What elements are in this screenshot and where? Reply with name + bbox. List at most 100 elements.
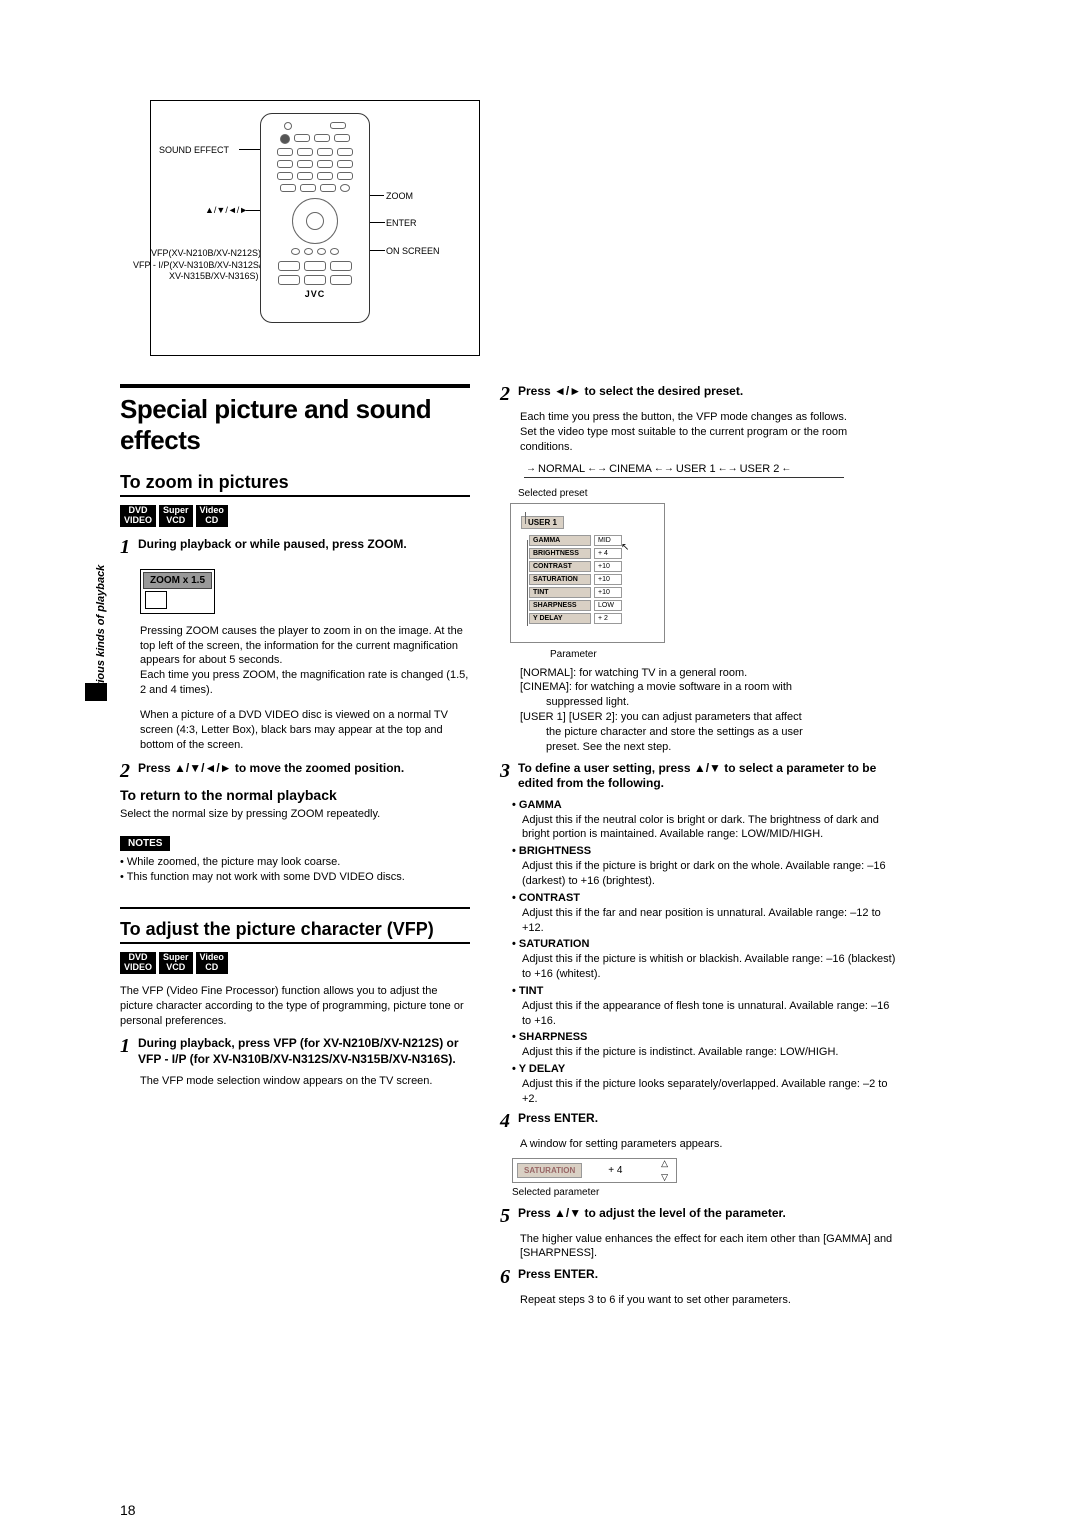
vfp-badges: DVDVIDEO SuperVCD VideoCD	[120, 952, 470, 974]
label-sound-effect: SOUND EFFECT	[159, 145, 229, 155]
main-heading: Special picture and sound effects	[120, 384, 470, 456]
zoom-para3: When a picture of a DVD VIDEO disc is vi…	[140, 708, 470, 753]
label-zoom: ZOOM	[386, 191, 413, 201]
label-vfp3: XV-N315B/XV-N316S)	[169, 271, 259, 281]
param-definitions: • GAMMAAdjust this if the neutral color …	[512, 798, 900, 1107]
r-step-5-num: 5	[500, 1206, 510, 1226]
badge-dvd: DVDVIDEO	[120, 505, 156, 527]
r-step-3-num: 3	[500, 761, 510, 792]
param-name: SHARPNESS	[529, 600, 591, 611]
mode-desc-cinema: [CINEMA]: for watching a movie software …	[520, 680, 900, 710]
preset-figure: Selected preset USER 1 GAMMAMID BRIGHTNES…	[510, 488, 900, 660]
page-content: SOUND EFFECT ▲/▼/◄/► VFP(XV-N210B/XV-N21…	[120, 100, 910, 1308]
notes-label: NOTES	[120, 836, 170, 851]
param-def-name: • BRIGHTNESS	[512, 844, 900, 859]
onscreen-title: USER 1	[521, 516, 564, 529]
r-step-6-num: 6	[500, 1267, 510, 1287]
remote-body: JVC	[260, 113, 370, 323]
param-row: SHARPNESSLOW	[529, 600, 654, 611]
param-val: LOW	[594, 600, 622, 611]
left-column: Special picture and sound effects To zoo…	[120, 384, 470, 1308]
parameter-label: Parameter	[550, 649, 900, 660]
brand-label: JVC	[261, 289, 369, 299]
param-def-desc: Adjust this if the appearance of flesh t…	[522, 999, 900, 1029]
param-val: +10	[594, 574, 622, 585]
badge-vcd: VideoCD	[196, 505, 228, 527]
zoom-frame-icon	[145, 591, 167, 609]
r-step-5a: The higher value enhances the effect for…	[520, 1232, 900, 1262]
param-def-name: • Y DELAY	[512, 1062, 900, 1077]
param-def-desc: Adjust this if the picture looks separat…	[522, 1077, 900, 1107]
page-number: 18	[120, 1502, 136, 1518]
param-def-desc: Adjust this if the picture is indistinct…	[522, 1045, 900, 1060]
param-def-desc: Adjust this if the picture is whitish or…	[522, 952, 900, 982]
r-step-2a: Each time you press the button, the VFP …	[520, 410, 900, 425]
step-2-text: Press ▲/▼/◄/► to move the zoomed positio…	[138, 761, 404, 775]
badge-vcd2: VideoCD	[196, 952, 228, 974]
adjust-box: △ SATURATION + 4 ▽	[512, 1158, 677, 1183]
param-row: Y DELAY+ 2	[529, 613, 654, 624]
vfp-step-1b: The VFP mode selection window appears on…	[140, 1074, 470, 1089]
return-heading: To return to the normal playback	[120, 787, 470, 803]
label-enter: ENTER	[386, 218, 417, 228]
note-1: • While zoomed, the picture may look coa…	[120, 855, 470, 870]
param-row: TINT+10	[529, 587, 654, 598]
adj-param-val: + 4	[608, 1165, 622, 1176]
r-step-3-text: To define a user setting, press ▲/▼ to s…	[518, 761, 876, 791]
r-step-2-text: Press ◄/► to select the desired preset.	[518, 384, 743, 398]
note-2: • This function may not work with some D…	[120, 870, 470, 885]
vfp-step-1-text: During playback, press VFP (for XV-N210B…	[138, 1036, 459, 1066]
r-step-2-num: 2	[500, 384, 510, 404]
param-val: MID	[594, 535, 622, 546]
param-def-desc: Adjust this if the neutral color is brig…	[522, 813, 900, 843]
mode-user2: USER 2	[740, 463, 780, 475]
param-def-name: • SATURATION	[512, 937, 900, 952]
label-vfp2: VFP - I/P(XV-N310B/XV-N312S/	[133, 260, 261, 270]
param-def-name: • GAMMA	[512, 798, 900, 813]
adj-below-label: Selected parameter	[512, 1187, 900, 1198]
param-def-desc: Adjust this if the far and near position…	[522, 906, 900, 936]
step-2-num: 2	[120, 761, 130, 781]
param-name: SATURATION	[529, 574, 591, 585]
param-row: CONTRAST+10	[529, 561, 654, 572]
mode-normal: NORMAL	[538, 463, 585, 475]
param-row: GAMMAMID	[529, 535, 654, 546]
vfp-step-1-num: 1	[120, 1036, 130, 1067]
step-1-text: During playback or while paused, press Z…	[138, 537, 407, 551]
label-arrows: ▲/▼/◄/►	[205, 205, 248, 215]
param-name: CONTRAST	[529, 561, 591, 572]
param-val: +10	[594, 587, 622, 598]
mode-cycle: → NORMAL ←→ CINEMA ←→ USER 1 ←→ USER 2 ←	[524, 463, 844, 478]
badge-svcd: SuperVCD	[159, 505, 193, 527]
param-row: BRIGHTNESS+ 4	[529, 548, 654, 559]
remote-diagram: SOUND EFFECT ▲/▼/◄/► VFP(XV-N210B/XV-N21…	[150, 100, 480, 356]
param-val: + 2	[594, 613, 622, 624]
param-row: SATURATION+10	[529, 574, 654, 585]
zoom-label: ZOOM x 1.5	[143, 572, 212, 589]
side-label: Various kinds of playback	[95, 565, 107, 700]
r-step-5-text: Press ▲/▼ to adjust the level of the par…	[518, 1206, 786, 1220]
param-def-name: • CONTRAST	[512, 891, 900, 906]
zoom-heading: To zoom in pictures	[120, 472, 470, 497]
vfp-heading: To adjust the picture character (VFP)	[120, 907, 470, 944]
mode-cinema: CINEMA	[609, 463, 652, 475]
down-arrow-icon: ▽	[661, 1173, 668, 1182]
r-step-2b: Set the video type most suitable to the …	[520, 425, 900, 455]
zoom-badges: DVDVIDEO SuperVCD VideoCD	[120, 505, 470, 527]
badge-dvd2: DVDVIDEO	[120, 952, 156, 974]
param-def-desc: Adjust this if the picture is bright or …	[522, 859, 900, 889]
selected-preset-label: Selected preset	[518, 488, 900, 499]
label-onscreen: ON SCREEN	[386, 246, 440, 256]
r-step-6-text: Press ENTER.	[518, 1267, 598, 1281]
mode-user1: USER 1	[676, 463, 716, 475]
adj-param-name: SATURATION	[517, 1163, 582, 1178]
r-step-4-text: Press ENTER.	[518, 1111, 598, 1125]
r-step-4-num: 4	[500, 1111, 510, 1131]
zoom-indicator: ZOOM x 1.5	[140, 569, 215, 614]
mode-desc-user: [USER 1] [USER 2]: you can adjust parame…	[520, 710, 900, 755]
r-step-6a: Repeat steps 3 to 6 if you want to set o…	[520, 1293, 900, 1308]
zoom-para2: Each time you press ZOOM, the magnificat…	[140, 668, 470, 698]
label-vfp1: VFP(XV-N210B/XV-N212S)	[151, 248, 261, 258]
param-name: TINT	[529, 587, 591, 598]
r-step-4a: A window for setting parameters appears.	[520, 1137, 900, 1152]
